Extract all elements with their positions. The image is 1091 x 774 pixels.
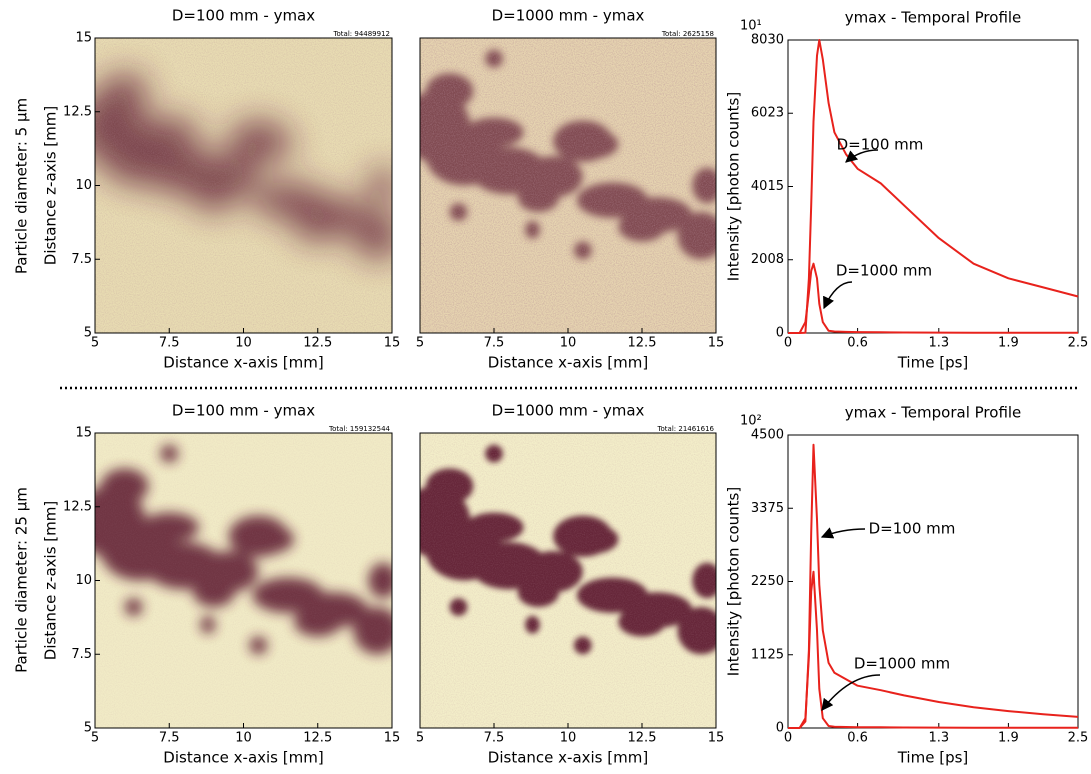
y-tick-label: 8030: [751, 33, 784, 48]
x-tick-label: 10: [235, 336, 252, 351]
annotation-arrow: [820, 527, 866, 539]
x-tick-label: 2.5: [1068, 336, 1089, 351]
x-tick-label: 12.5: [303, 731, 332, 746]
y-axis-label: Intensity [photon counts]: [725, 92, 743, 281]
series-annotation: D=1000 mm: [836, 262, 932, 280]
x-tick-label: 10: [560, 731, 577, 746]
y-tick-label: 5: [84, 326, 92, 341]
heatmap-image: [95, 433, 392, 728]
chart-title: D=1000 mm - ymax: [492, 7, 645, 25]
line-series: [788, 570, 1078, 729]
y-tick-label: 15: [75, 426, 92, 441]
annotation-arrow: [845, 149, 879, 163]
x-axis-label: Time [ps]: [897, 354, 969, 372]
x-tick-label: 5: [91, 731, 99, 746]
total-label: Total: 21461616: [656, 425, 714, 433]
series-annotation: D=1000 mm: [854, 655, 950, 673]
heatmap-noise: [95, 433, 392, 728]
x-tick-label: 7.5: [484, 336, 505, 351]
x-tick-label: 1.3: [928, 336, 949, 351]
x-tick-label: 1.3: [928, 731, 949, 746]
x-tick-label: 15: [708, 336, 725, 351]
x-axis-label: Time [ps]: [897, 749, 969, 767]
y-tick-label: 0: [776, 326, 784, 341]
y-tick-label: 7.5: [71, 647, 92, 662]
x-tick-label: 12.5: [628, 336, 657, 351]
y-axis-label: Intensity [photon counts]: [725, 487, 743, 676]
line-series: [788, 443, 1079, 729]
x-axis-label: Distance x-axis [mm]: [488, 749, 648, 767]
x-tick-label: 0.6: [847, 731, 868, 746]
y-tick-label: 4500: [751, 428, 784, 443]
y-tick-label: 7.5: [71, 252, 92, 267]
total-label: Total: 2625158: [661, 30, 714, 38]
row-label: Particle diameter: 25 µm: [13, 487, 31, 673]
x-tick-label: 7.5: [484, 731, 505, 746]
row-label: Particle diameter: 5 µm: [13, 98, 31, 274]
plot-frame: [787, 434, 1079, 729]
series-annotation: D=100 mm: [869, 520, 956, 538]
x-tick-label: 0.6: [847, 336, 868, 351]
x-tick-label: 7.5: [159, 336, 180, 351]
x-axis-label: Distance x-axis [mm]: [163, 354, 323, 372]
x-tick-label: 10: [560, 336, 577, 351]
annotation-arrow: [821, 674, 881, 711]
y-tick-label: 10: [75, 573, 92, 588]
x-tick-label: 0: [784, 731, 792, 746]
y-tick-label: 4015: [751, 179, 784, 194]
heatmap-noise: [95, 38, 392, 333]
line-series: [788, 262, 1078, 334]
y-tick-label: 6023: [751, 106, 784, 121]
chart-title: ymax - Temporal Profile: [845, 9, 1022, 27]
x-tick-label: 15: [708, 731, 725, 746]
heatmap-image: [420, 433, 716, 728]
annotation-arrow: [823, 281, 853, 310]
y-tick-label: 15: [75, 31, 92, 46]
y-tick-label: 2250: [751, 574, 784, 589]
x-tick-label: 10: [235, 731, 252, 746]
total-label: Total: 94489912: [332, 30, 390, 38]
x-tick-label: 1.9: [998, 731, 1019, 746]
x-tick-label: 1.9: [998, 336, 1019, 351]
x-tick-label: 5: [91, 336, 99, 351]
y-tick-label: 5: [84, 721, 92, 736]
chart-title: D=100 mm - ymax: [172, 7, 315, 25]
x-tick-label: 15: [384, 731, 401, 746]
x-tick-label: 15: [384, 336, 401, 351]
heatmap-image: [420, 38, 716, 333]
x-tick-label: 12.5: [303, 336, 332, 351]
y-axis-label: Distance z-axis [mm]: [42, 501, 60, 660]
y-tick-label: 3375: [751, 501, 784, 516]
plot-frame: [787, 39, 1079, 334]
x-axis-label: Distance x-axis [mm]: [163, 749, 323, 767]
y-multiplier: 10¹: [740, 19, 762, 34]
total-label: Total: 159132544: [328, 425, 391, 433]
y-multiplier: 10²: [740, 414, 762, 429]
x-tick-label: 5: [416, 731, 424, 746]
line-series: [788, 39, 1079, 334]
y-tick-label: 2008: [751, 252, 784, 267]
x-tick-label: 0: [784, 336, 792, 351]
y-tick-label: 1125: [751, 647, 784, 662]
x-tick-label: 12.5: [628, 731, 657, 746]
x-axis-label: Distance x-axis [mm]: [488, 354, 648, 372]
chart-title: D=100 mm - ymax: [172, 402, 315, 420]
heatmap-image: [95, 38, 392, 333]
heatmap-noise: [420, 433, 716, 728]
y-tick-label: 0: [776, 721, 784, 736]
chart-title: D=1000 mm - ymax: [492, 402, 645, 420]
chart-title: ymax - Temporal Profile: [845, 404, 1022, 422]
y-tick-label: 12.5: [63, 104, 92, 119]
y-tick-label: 12.5: [63, 499, 92, 514]
y-axis-label: Distance z-axis [mm]: [42, 106, 60, 265]
heatmap-noise: [420, 38, 716, 333]
x-tick-label: 7.5: [159, 731, 180, 746]
series-annotation: D=100 mm: [837, 136, 924, 154]
x-tick-label: 5: [416, 336, 424, 351]
y-tick-label: 10: [75, 178, 92, 193]
x-tick-label: 2.5: [1068, 731, 1089, 746]
